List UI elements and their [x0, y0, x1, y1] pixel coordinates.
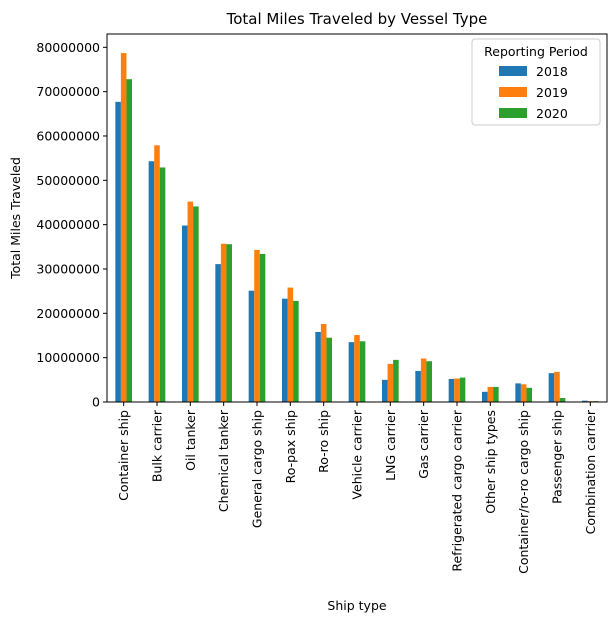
- legend-label-2020: 2020: [536, 106, 568, 121]
- bar-2019-11: [487, 386, 494, 402]
- bar-2018-5: [282, 298, 288, 402]
- bar-2020-1: [159, 167, 166, 402]
- x-tick-label: General cargo ship: [250, 410, 265, 528]
- bar-2019-10: [454, 378, 460, 402]
- bar-2019-5: [287, 287, 294, 402]
- bar-2020-13: [559, 398, 566, 402]
- y-tick-label: 30000000: [36, 261, 100, 276]
- x-tick-label: Combination carrier: [583, 409, 598, 534]
- bar-2018-7: [348, 342, 355, 402]
- bar-2018-6: [315, 331, 321, 402]
- bar-2019-2: [187, 201, 194, 402]
- x-tick-label: Container ship: [116, 410, 131, 501]
- x-tick-label: Bulk carrier: [150, 409, 165, 482]
- bar-2019-4: [254, 249, 260, 402]
- y-tick-label: 20000000: [36, 306, 100, 321]
- bar-2019-13: [554, 371, 560, 402]
- bar-2020-5: [293, 300, 299, 402]
- y-tick-label: 0: [92, 395, 100, 410]
- x-tick-label: LNG carrier: [383, 409, 398, 481]
- y-tick-label: 10000000: [36, 350, 100, 365]
- bar-2020-4: [259, 253, 266, 402]
- bar-2018-11: [482, 391, 488, 402]
- x-tick-label: Vehicle carrier: [350, 409, 365, 499]
- plot-frame: [106, 33, 608, 403]
- bar-2019-12: [520, 384, 527, 402]
- x-axis: Container ship Bulk carrier Oil tanker Chem…: [116, 402, 598, 574]
- legend-swatch-2020: [499, 108, 527, 118]
- y-axis-label: Total Miles Traveled: [8, 157, 23, 280]
- y-tick-label: 60000000: [36, 128, 100, 143]
- y-axis: 0 10000000 20000000 30000000 40000000 5000000…: [36, 40, 107, 410]
- bar-2018-9: [415, 370, 421, 402]
- x-tick-label: Passenger ship: [550, 410, 565, 504]
- bar-2020-2: [193, 206, 199, 402]
- x-tick-label: Gas carrier: [416, 409, 431, 479]
- legend-label-2018: 2018: [536, 64, 568, 79]
- legend-swatch-2019: [499, 87, 527, 97]
- bar-2019-1: [154, 145, 160, 403]
- bar-2019-7: [354, 335, 360, 402]
- bar-2018-10: [448, 378, 455, 402]
- bar-2020-7: [359, 341, 366, 402]
- bar-2020-9: [426, 361, 432, 402]
- x-tick-label: Container/ro-ro cargo ship: [516, 410, 531, 574]
- bar-2020-11: [493, 386, 499, 402]
- x-tick-label: Chemical tanker: [216, 409, 231, 512]
- bar-2020-10: [459, 377, 466, 402]
- bars-group: [115, 53, 599, 403]
- bar-2018-3: [215, 264, 221, 402]
- y-tick-label: 50000000: [36, 173, 100, 188]
- legend-box: [471, 38, 601, 126]
- bar-2018-4: [248, 290, 255, 402]
- bar-2019-0: [120, 53, 127, 402]
- legend: Reporting Period 2018 2019 2020: [471, 38, 601, 126]
- legend-title: Reporting Period: [484, 44, 588, 59]
- bar-2018-0: [115, 101, 121, 402]
- chart-title: Total Miles Traveled by Vessel Type: [226, 10, 488, 28]
- legend-items: 2018 2019 2020: [499, 64, 568, 121]
- bar-2018-8: [382, 379, 388, 402]
- y-tick-label: 40000000: [36, 217, 100, 232]
- bar-2019-6: [320, 323, 327, 402]
- x-tick-label: Ro-ro ship: [316, 410, 331, 473]
- legend-label-2019: 2019: [536, 85, 568, 100]
- x-axis-label: Ship type: [327, 598, 386, 613]
- bar-2020-8: [393, 359, 399, 402]
- bar-2020-0: [126, 79, 132, 402]
- bar-2018-12: [515, 383, 521, 402]
- bar-2018-2: [182, 225, 188, 402]
- y-tick-label: 70000000: [36, 84, 100, 99]
- y-tick-label: 80000000: [36, 40, 100, 55]
- x-tick-label: Refrigerated cargo carrier: [450, 409, 465, 572]
- x-tick-label: Oil tanker: [183, 409, 198, 471]
- bar-2020-12: [526, 387, 532, 402]
- bar-2018-1: [148, 161, 155, 402]
- bar-2019-8: [387, 363, 394, 402]
- x-tick-label: Other ship types: [483, 410, 498, 514]
- bar-2018-14: [582, 400, 588, 402]
- bar-2020-6: [326, 337, 332, 402]
- bar-2019-3: [220, 243, 227, 402]
- legend-swatch-2018: [499, 66, 527, 76]
- bar-2019-9: [420, 358, 427, 402]
- x-tick-label: Ro-pax ship: [283, 410, 298, 483]
- bar-2020-3: [226, 244, 232, 402]
- bar-2018-13: [548, 373, 555, 402]
